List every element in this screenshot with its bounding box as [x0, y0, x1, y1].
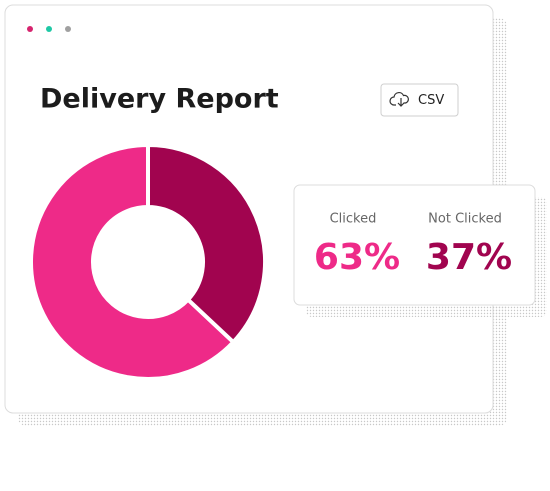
- stat-label: Not Clicked: [428, 212, 502, 227]
- stat-label: Clicked: [330, 212, 377, 227]
- stats: Clicked 63% Not Clicked 37%: [314, 212, 512, 279]
- donut: [29, 142, 267, 381]
- stat-value: 37%: [426, 237, 512, 278]
- stat-value: 63%: [314, 237, 400, 278]
- window-dot: [46, 26, 52, 32]
- stats-card: [293, 184, 536, 306]
- button-label[interactable]: CSV: [418, 93, 444, 108]
- cloud-icon: [389, 92, 409, 107]
- title: Delivery Report: [40, 84, 279, 115]
- window-dot: [65, 26, 71, 32]
- window-dot: [27, 26, 33, 32]
- donut-slice: [146, 142, 267, 345]
- donut-slice: [29, 142, 237, 381]
- csv-button[interactable]: CSV: [380, 83, 459, 117]
